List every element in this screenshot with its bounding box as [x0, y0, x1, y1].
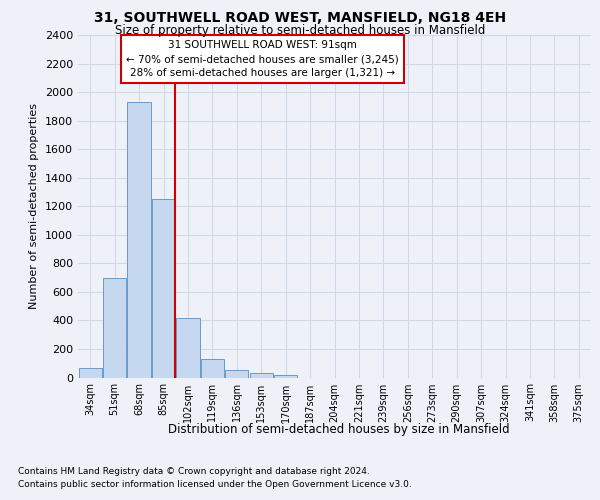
Bar: [127, 102, 151, 378]
Text: 31 SOUTHWELL ROAD WEST: 91sqm
← 70% of semi-detached houses are smaller (3,245)
: 31 SOUTHWELL ROAD WEST: 91sqm ← 70% of s…: [127, 40, 399, 78]
Text: Size of property relative to semi-detached houses in Mansfield: Size of property relative to semi-detach…: [115, 24, 485, 37]
Text: Distribution of semi-detached houses by size in Mansfield: Distribution of semi-detached houses by …: [168, 422, 510, 436]
Y-axis label: Number of semi-detached properties: Number of semi-detached properties: [29, 104, 40, 309]
Text: 31, SOUTHWELL ROAD WEST, MANSFIELD, NG18 4EH: 31, SOUTHWELL ROAD WEST, MANSFIELD, NG18…: [94, 11, 506, 25]
Text: Contains HM Land Registry data © Crown copyright and database right 2024.: Contains HM Land Registry data © Crown c…: [18, 468, 370, 476]
Bar: [250, 372, 273, 378]
Bar: [201, 359, 224, 378]
Bar: [152, 199, 175, 378]
Bar: [225, 370, 248, 378]
Bar: [274, 374, 297, 378]
Bar: [103, 278, 126, 378]
Text: Contains public sector information licensed under the Open Government Licence v3: Contains public sector information licen…: [18, 480, 412, 489]
Bar: [79, 368, 102, 378]
Bar: [176, 318, 200, 378]
